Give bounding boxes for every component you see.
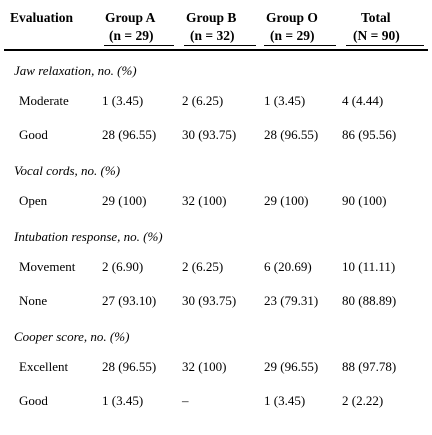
cell-group-a: 28 (96.55) — [102, 127, 157, 142]
cell-group-o: 6 (20.69) — [264, 259, 312, 274]
table-row: Good 28 (96.55) 30 (93.75) 28 (96.55) 86… — [4, 118, 428, 152]
row-label: None — [19, 293, 48, 308]
row-label: Excellent — [19, 359, 69, 374]
cell-group-o: 1 (3.45) — [264, 393, 306, 408]
cell-total: 80 (88.89) — [342, 293, 397, 308]
cell-group-o: 29 (100) — [264, 193, 309, 208]
cell-group-o: 23 (79.31) — [264, 293, 319, 308]
table-row: Moderate 1 (3.45) 2 (6.25) 1 (3.45) 4 (4… — [4, 84, 428, 118]
header-evaluation: Evaluation — [10, 10, 74, 25]
cell-group-b: 2 (6.25) — [182, 93, 224, 108]
section-intubation-response: Intubation response, no. (%) — [4, 218, 428, 250]
row-label: Moderate — [19, 93, 69, 108]
row-label: Good — [19, 393, 48, 408]
total-underline — [346, 45, 424, 46]
header-group-b: Group B — [186, 10, 237, 25]
header-total: Total — [361, 10, 391, 25]
section-jaw-relaxation: Jaw relaxation, no. (%) — [4, 52, 428, 84]
header-rule — [4, 49, 428, 51]
table-subheader-row: (n = 29) (n = 32) (n = 29) (N = 90) — [4, 26, 428, 48]
cell-group-a: 28 (96.55) — [102, 359, 157, 374]
header-total-n: (N = 90) — [353, 28, 400, 43]
cell-group-a: 29 (100) — [102, 193, 147, 208]
cell-group-b: 2 (6.25) — [182, 259, 224, 274]
group-b-underline — [184, 45, 256, 46]
table-row: Open 29 (100) 32 (100) 29 (100) 90 (100) — [4, 184, 428, 218]
cell-group-b: 30 (93.75) — [182, 127, 237, 142]
cell-total: 4 (4.44) — [342, 93, 384, 108]
cell-total: 10 (11.11) — [342, 259, 396, 274]
row-label: Open — [19, 193, 48, 208]
cell-group-b: 32 (100) — [182, 359, 227, 374]
header-group-o: Group O — [266, 10, 318, 25]
section-cooper-score: Cooper score, no. (%) — [4, 318, 428, 350]
header-group-o-n: (n = 29) — [270, 28, 315, 43]
section-title: Jaw relaxation, no. (%) — [14, 63, 137, 78]
cell-group-o: 29 (96.55) — [264, 359, 319, 374]
section-title: Intubation response, no. (%) — [14, 229, 163, 244]
cell-total: 2 (2.22) — [342, 393, 384, 408]
header-group-b-n: (n = 32) — [190, 28, 235, 43]
table-row: Good 1 (3.45) – 1 (3.45) 2 (2.22) — [4, 384, 428, 418]
table-row: Excellent 28 (96.55) 32 (100) 29 (96.55)… — [4, 350, 428, 384]
cell-group-o: 1 (3.45) — [264, 93, 306, 108]
header-group-a: Group A — [105, 10, 156, 25]
group-a-underline — [104, 45, 174, 46]
section-title: Vocal cords, no. (%) — [14, 163, 121, 178]
row-label: Good — [19, 127, 48, 142]
cell-total: 88 (97.78) — [342, 359, 397, 374]
header-group-a-n: (n = 29) — [109, 28, 154, 43]
table-header-row: Evaluation Group A Group B Group O Total — [4, 4, 428, 26]
cell-total: 86 (95.56) — [342, 127, 397, 142]
results-table: Evaluation Group A Group B Group O Total… — [4, 4, 428, 418]
cell-group-a: 1 (3.45) — [102, 93, 144, 108]
cell-group-a: 2 (6.90) — [102, 259, 144, 274]
section-title: Cooper score, no. (%) — [14, 329, 130, 344]
cell-group-a: 27 (93.10) — [102, 293, 157, 308]
cell-total: 90 (100) — [342, 193, 387, 208]
section-vocal-cords: Vocal cords, no. (%) — [4, 152, 428, 184]
cell-group-b: 32 (100) — [182, 193, 227, 208]
table-row: None 27 (93.10) 30 (93.75) 23 (79.31) 80… — [4, 284, 428, 318]
group-o-underline — [264, 45, 336, 46]
cell-group-b: 30 (93.75) — [182, 293, 237, 308]
cell-group-a: 1 (3.45) — [102, 393, 144, 408]
cell-group-o: 28 (96.55) — [264, 127, 319, 142]
table-row: Movement 2 (6.90) 2 (6.25) 6 (20.69) 10 … — [4, 250, 428, 284]
row-label: Movement — [19, 259, 76, 274]
cell-group-b: – — [182, 393, 189, 408]
